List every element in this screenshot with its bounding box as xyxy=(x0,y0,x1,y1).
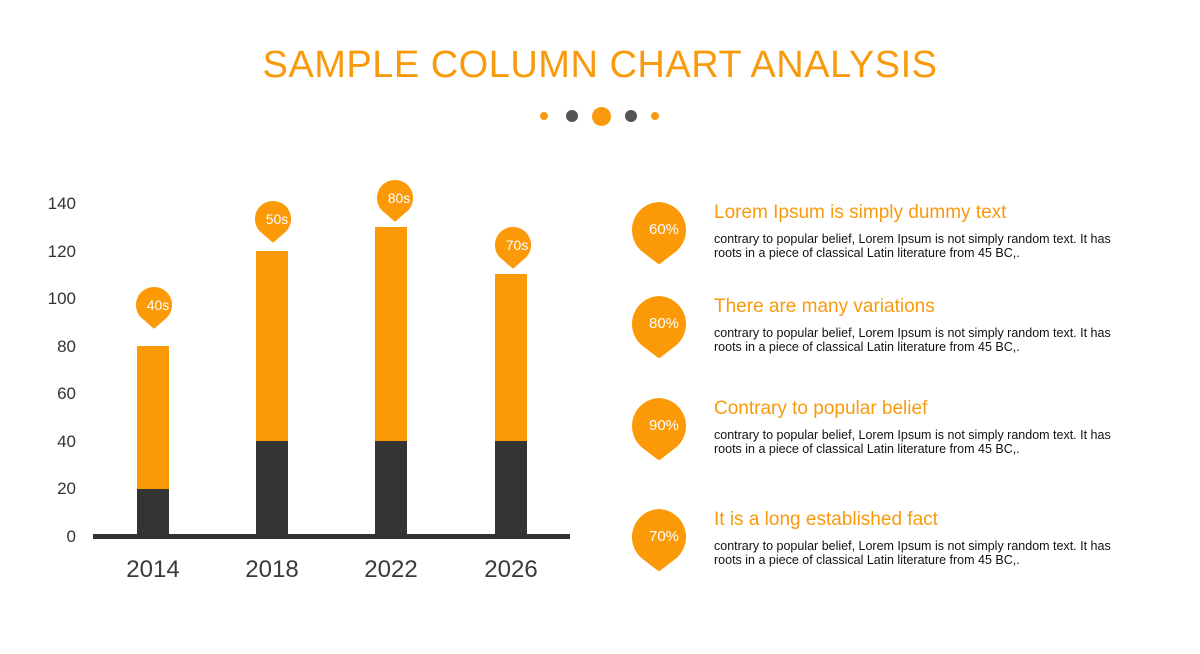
item-title: Lorem Ipsum is simply dummy text xyxy=(714,202,1007,223)
pin-marker-icon xyxy=(631,296,687,358)
decorative-dots xyxy=(0,106,1200,126)
info-item: 70% It is a long established fact contra… xyxy=(628,509,1188,589)
y-tick: 60 xyxy=(57,384,76,403)
item-description: contrary to popular belief, Lorem Ipsum … xyxy=(714,539,1111,567)
percent-label: 80% xyxy=(648,315,680,332)
item-title: Contrary to popular belief xyxy=(714,398,928,419)
item-description: contrary to popular belief, Lorem Ipsum … xyxy=(714,428,1111,456)
y-tick: 100 xyxy=(47,289,76,308)
dot-icon xyxy=(540,112,548,120)
bar-segment-top xyxy=(137,346,169,489)
data-label-pin: 80s xyxy=(375,179,415,229)
bar-segment-base xyxy=(256,441,288,535)
data-label-pin: 70s xyxy=(493,226,533,276)
pin-marker-icon xyxy=(631,398,687,460)
percent-label: 70% xyxy=(648,528,680,545)
bar-segment-top xyxy=(495,274,527,441)
info-item: 90% Contrary to popular belief contrary … xyxy=(628,398,1188,478)
x-axis-line xyxy=(93,534,570,539)
bar-2026 xyxy=(495,274,527,535)
item-description: contrary to popular belief, Lorem Ipsum … xyxy=(714,232,1111,260)
y-tick: 140 xyxy=(47,194,76,213)
item-title: There are many variations xyxy=(714,296,935,317)
pin-marker-icon xyxy=(494,226,532,269)
page-title: SAMPLE COLUMN CHART ANALYSIS xyxy=(262,44,938,86)
bar-2022 xyxy=(375,227,407,535)
y-tick: 20 xyxy=(57,479,76,498)
percent-label: 90% xyxy=(648,417,680,434)
dot-icon xyxy=(625,110,637,122)
pin-marker-icon xyxy=(376,179,414,222)
pin-marker-icon xyxy=(135,286,173,329)
bar-segment-base xyxy=(375,441,407,535)
bar-segment-base xyxy=(137,489,169,535)
x-tick: 2014 xyxy=(126,556,180,583)
x-tick: 2018 xyxy=(245,556,299,583)
column-chart: 0 20 40 60 80 100 120 140 40s 50s 80s 70… xyxy=(47,179,570,583)
y-tick: 120 xyxy=(47,242,76,261)
percent-label: 60% xyxy=(648,221,680,238)
x-tick: 2022 xyxy=(364,556,418,583)
pin-marker-icon xyxy=(631,202,687,264)
pin-marker-icon xyxy=(631,509,687,571)
y-tick: 40 xyxy=(57,432,76,451)
data-label: 40s xyxy=(146,297,170,313)
y-tick: 0 xyxy=(66,527,76,546)
item-description: contrary to popular belief, Lorem Ipsum … xyxy=(714,326,1111,354)
bar-segment-base xyxy=(495,441,527,535)
data-label: 80s xyxy=(387,190,411,206)
info-item: 60% Lorem Ipsum is simply dummy text con… xyxy=(628,202,1188,282)
percent-pin: 90% xyxy=(630,398,688,466)
info-item: 80% There are many variations contrary t… xyxy=(628,296,1188,376)
bar-segment-top xyxy=(375,227,407,441)
bar-2014 xyxy=(137,346,169,535)
percent-pin: 70% xyxy=(630,509,688,577)
dot-icon xyxy=(651,112,659,120)
bar-2018 xyxy=(256,251,288,535)
item-title: It is a long established fact xyxy=(714,509,938,530)
percent-pin: 60% xyxy=(630,202,688,270)
x-tick: 2026 xyxy=(484,556,538,583)
data-label-pin: 50s xyxy=(253,200,293,250)
data-label: 70s xyxy=(505,237,529,253)
dot-icon xyxy=(566,110,578,122)
bar-segment-top xyxy=(256,251,288,441)
data-label: 50s xyxy=(265,211,289,227)
percent-pin: 80% xyxy=(630,296,688,364)
dot-icon xyxy=(592,107,611,126)
y-tick: 80 xyxy=(57,337,76,356)
data-label-pin: 40s xyxy=(134,286,174,336)
pin-marker-icon xyxy=(254,200,292,243)
